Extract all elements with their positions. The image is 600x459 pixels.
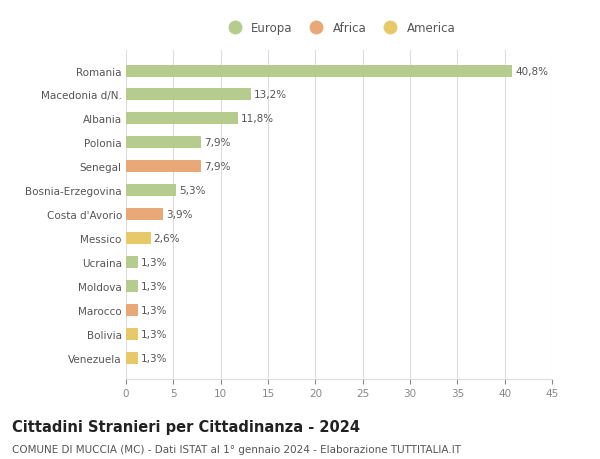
Text: 2,6%: 2,6% xyxy=(154,234,180,243)
Text: 13,2%: 13,2% xyxy=(254,90,287,100)
Text: 1,3%: 1,3% xyxy=(141,353,167,363)
Text: 1,3%: 1,3% xyxy=(141,305,167,315)
Bar xyxy=(126,89,251,101)
Text: Cittadini Stranieri per Cittadinanza - 2024: Cittadini Stranieri per Cittadinanza - 2… xyxy=(12,419,360,434)
Text: 40,8%: 40,8% xyxy=(515,67,548,76)
Bar xyxy=(126,352,139,364)
Text: 1,3%: 1,3% xyxy=(141,281,167,291)
Legend: Europa, Africa, America: Europa, Africa, America xyxy=(218,17,460,39)
Bar xyxy=(126,137,201,149)
Bar xyxy=(126,208,163,220)
Bar xyxy=(126,65,512,77)
Text: COMUNE DI MUCCIA (MC) - Dati ISTAT al 1° gennaio 2024 - Elaborazione TUTTITALIA.: COMUNE DI MUCCIA (MC) - Dati ISTAT al 1°… xyxy=(12,444,461,454)
Text: 3,9%: 3,9% xyxy=(166,210,192,219)
Text: 1,3%: 1,3% xyxy=(141,257,167,267)
Text: 7,9%: 7,9% xyxy=(203,162,230,172)
Bar xyxy=(126,280,139,292)
Bar xyxy=(126,328,139,340)
Bar xyxy=(126,304,139,316)
Bar xyxy=(126,185,176,196)
Bar xyxy=(126,232,151,244)
Text: 5,3%: 5,3% xyxy=(179,186,206,196)
Bar xyxy=(126,113,238,125)
Text: 1,3%: 1,3% xyxy=(141,329,167,339)
Text: 11,8%: 11,8% xyxy=(241,114,274,124)
Bar xyxy=(126,161,201,173)
Bar xyxy=(126,256,139,268)
Text: 7,9%: 7,9% xyxy=(203,138,230,148)
